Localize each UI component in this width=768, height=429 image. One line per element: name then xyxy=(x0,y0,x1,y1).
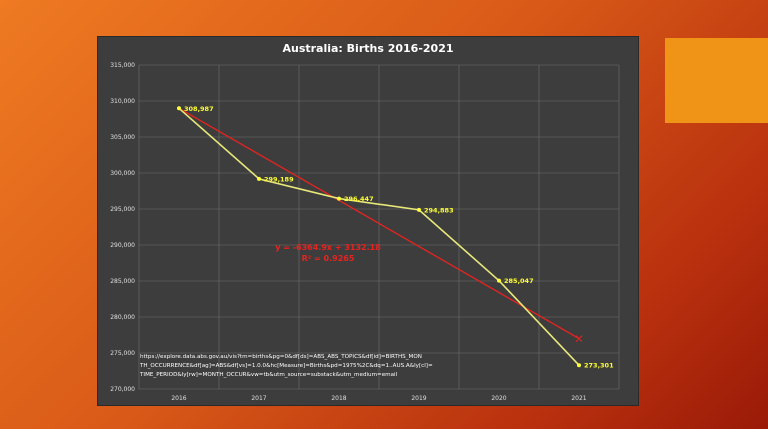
trendline-marker xyxy=(575,335,583,342)
data-point xyxy=(577,363,581,368)
trendline-equation: y = -6364.9x + 3132.18 xyxy=(275,243,381,252)
source-url-line-3: TIME_PERIOD&ly[rw]=MONTH_OCCUR&vw=tb&utm… xyxy=(139,372,398,378)
x-tick-label: 2021 xyxy=(571,395,586,402)
y-tick-label: 305,000 xyxy=(110,134,135,141)
y-tick-label: 275,000 xyxy=(110,350,135,357)
series-group xyxy=(177,106,581,368)
x-tick-label: 2016 xyxy=(171,395,186,402)
line-chart: Australia: Births 2016-2021 270,000 275,0… xyxy=(110,42,620,402)
data-point xyxy=(257,176,261,181)
data-point xyxy=(337,196,341,201)
data-label: 296,447 xyxy=(344,195,374,203)
y-tick-label: 280,000 xyxy=(110,314,135,321)
data-point xyxy=(177,106,181,111)
x-axis-ticks: 2016 2017 2018 2019 2020 2021 xyxy=(171,395,586,402)
trendline-r-squared: R² = 0.9265 xyxy=(302,254,355,263)
x-tick-label: 2018 xyxy=(331,395,346,402)
chart-gridlines xyxy=(138,64,620,390)
data-label: 273,301 xyxy=(584,362,614,370)
data-point xyxy=(497,278,501,283)
y-tick-label: 315,000 xyxy=(110,62,135,69)
chart-title: Australia: Births 2016-2021 xyxy=(282,42,453,55)
y-tick-label: 295,000 xyxy=(110,206,135,213)
x-tick-label: 2017 xyxy=(251,395,266,402)
x-tick-label: 2020 xyxy=(491,395,506,402)
source-url-line-1: https://explore.data.abs.gov.au/vis?tm=b… xyxy=(140,354,422,360)
series-line xyxy=(178,107,580,366)
y-tick-label: 270,000 xyxy=(110,386,135,393)
data-point xyxy=(417,207,421,212)
data-labels: 308,987 299,189 296,447 294,883 285,047 273,3… xyxy=(184,105,614,370)
y-axis-ticks: 270,000 275,000 280,000 285,000 290,000 295,0… xyxy=(110,62,135,393)
x-tick-label: 2019 xyxy=(411,395,426,402)
data-label: 308,987 xyxy=(184,105,214,113)
slide-accent-block xyxy=(665,38,768,123)
source-url-line-2: TH_OCCURRENCE&df[ag]=ABS&df[vs]=1.0.0&hc… xyxy=(139,363,433,369)
chart-panel: Australia: Births 2016-2021 270,000 275,0… xyxy=(97,36,639,406)
y-tick-label: 285,000 xyxy=(110,278,135,285)
data-label: 299,189 xyxy=(264,175,294,183)
data-label: 285,047 xyxy=(504,277,534,285)
trendline xyxy=(178,107,580,340)
y-tick-label: 310,000 xyxy=(110,98,135,105)
y-tick-label: 290,000 xyxy=(110,242,135,249)
trendline-group xyxy=(178,107,583,342)
data-label: 294,883 xyxy=(424,206,454,214)
y-tick-label: 300,000 xyxy=(110,170,135,177)
